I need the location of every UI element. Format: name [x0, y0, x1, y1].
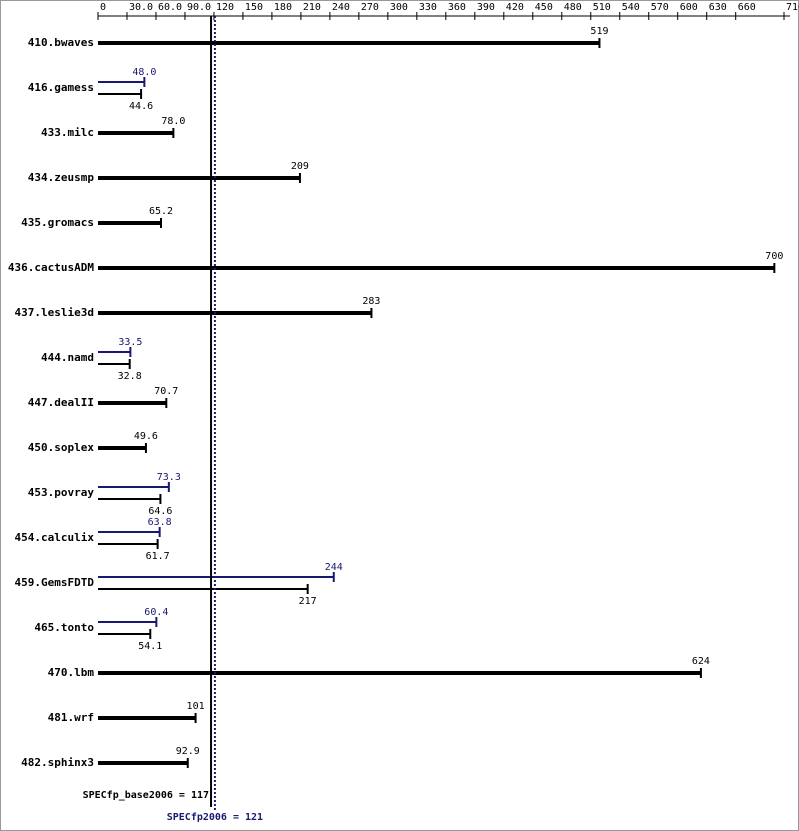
value-label: 101	[187, 701, 205, 712]
x-tick-label: 180	[274, 2, 292, 13]
value-label: 217	[299, 596, 317, 607]
x-tick-label: 60.0	[158, 2, 182, 13]
category-label: 410.bwaves	[28, 36, 94, 49]
value-label: 244	[325, 562, 343, 573]
category-label: 459.GemsFDTD	[15, 576, 95, 589]
x-tick-label: 390	[477, 2, 495, 13]
x-tick-label: 570	[651, 2, 669, 13]
mean-label: SPECfp2006 = 121	[167, 812, 263, 823]
x-tick-label: 330	[419, 2, 437, 13]
value-label: 44.6	[129, 101, 153, 112]
x-tick-label: 540	[622, 2, 640, 13]
x-tick-label: 270	[361, 2, 379, 13]
x-tick-label: 660	[738, 2, 756, 13]
value-label: 54.1	[138, 641, 162, 652]
bar	[98, 446, 146, 450]
category-label: 454.calculix	[15, 531, 95, 544]
bar	[98, 266, 775, 270]
category-label: 470.lbm	[48, 666, 95, 679]
category-label: 435.gromacs	[21, 216, 94, 229]
x-tick-label: 360	[448, 2, 466, 13]
category-label: 436.cactusADM	[8, 261, 94, 274]
value-label: 209	[291, 161, 309, 172]
mean-label: SPECfp_base2006 = 117	[83, 790, 209, 801]
bar	[98, 41, 600, 45]
bar	[98, 131, 174, 135]
bar	[98, 363, 130, 365]
value-label: 64.6	[148, 506, 172, 517]
bar	[98, 176, 300, 180]
category-label: 416.gamess	[28, 81, 94, 94]
x-tick-label: 600	[680, 2, 698, 13]
value-label: 519	[590, 26, 608, 37]
bar	[98, 351, 131, 353]
value-label: 63.8	[148, 517, 172, 528]
value-label: 32.8	[118, 371, 142, 382]
value-label: 33.5	[118, 337, 142, 348]
bar	[98, 543, 158, 545]
x-tick-label: 510	[593, 2, 611, 13]
bar	[98, 401, 167, 405]
bar	[98, 621, 157, 623]
x-tick-label: 480	[564, 2, 582, 13]
x-tick-label: 210	[303, 2, 321, 13]
bar	[98, 588, 308, 590]
value-label: 283	[362, 296, 380, 307]
x-tick-label: 120	[216, 2, 234, 13]
value-label: 60.4	[144, 607, 168, 618]
x-tick-label: 710	[786, 2, 799, 13]
value-label: 48.0	[132, 67, 156, 78]
bar	[98, 221, 161, 225]
value-label: 624	[692, 656, 710, 667]
bar	[98, 498, 161, 500]
bar	[98, 93, 142, 95]
x-tick-label: 240	[332, 2, 350, 13]
category-label: 433.milc	[41, 126, 94, 139]
category-label: 437.leslie3d	[15, 306, 94, 319]
x-tick-label: 90.0	[187, 2, 211, 13]
category-label: 465.tonto	[34, 621, 94, 634]
bar	[98, 81, 145, 83]
x-tick-label: 300	[390, 2, 408, 13]
value-label: 78.0	[161, 116, 185, 127]
category-label: 482.sphinx3	[21, 756, 94, 769]
category-label: 481.wrf	[48, 711, 94, 724]
bar	[98, 531, 160, 533]
x-tick-label: 150	[245, 2, 263, 13]
category-label: 434.zeusmp	[28, 171, 95, 184]
category-label: 444.namd	[41, 351, 94, 364]
bar	[98, 716, 196, 720]
category-label: 450.soplex	[28, 441, 95, 454]
x-tick-label: 420	[506, 2, 524, 13]
x-tick-label: 630	[709, 2, 727, 13]
x-tick-label: 450	[535, 2, 553, 13]
value-label: 70.7	[154, 386, 178, 397]
bar	[98, 311, 372, 315]
value-label: 49.6	[134, 431, 158, 442]
bar	[98, 633, 151, 635]
bar	[98, 671, 701, 675]
x-tick-label: 0	[100, 2, 106, 13]
bar	[98, 761, 188, 765]
value-label: 73.3	[157, 472, 181, 483]
category-label: 447.dealII	[28, 396, 94, 409]
value-label: 700	[765, 251, 783, 262]
value-label: 61.7	[146, 551, 170, 562]
value-label: 65.2	[149, 206, 173, 217]
category-label: 453.povray	[28, 486, 95, 499]
bar	[98, 486, 169, 488]
value-label: 92.9	[176, 746, 200, 757]
x-tick-label: 30.0	[129, 2, 153, 13]
